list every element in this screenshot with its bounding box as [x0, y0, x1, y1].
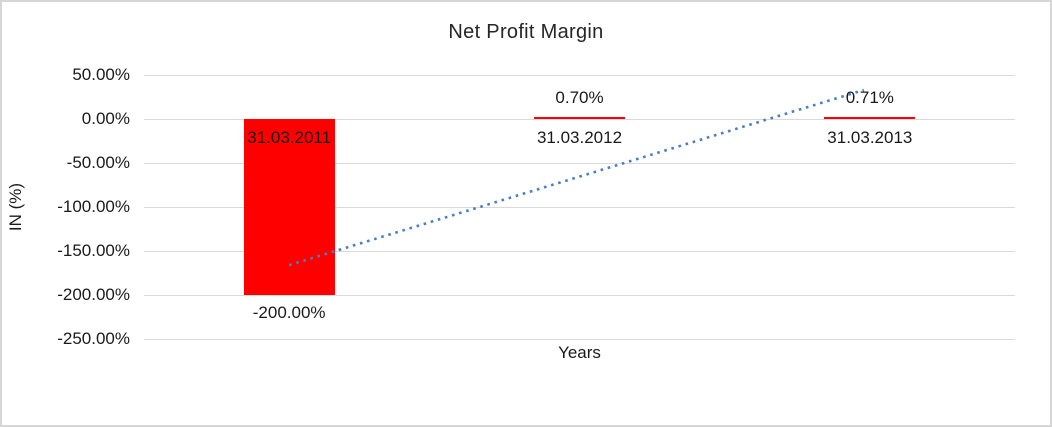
y-tick-label: -150.00%: [57, 241, 130, 260]
gridline: [144, 74, 1015, 76]
y-tick-label: -200.00%: [57, 285, 130, 304]
data-label: 0.71%: [845, 87, 894, 107]
category-label: 31.03.2012: [536, 128, 623, 147]
data-label: -200.00%: [252, 303, 326, 322]
y-tick-label: -250.00%: [57, 329, 130, 348]
chart-title: Net Profit Margin: [448, 21, 604, 43]
y-axis-title: IN (%): [6, 182, 25, 232]
y-tick-label: 50.00%: [72, 65, 130, 84]
y-tick-label: 0.00%: [81, 109, 130, 128]
gridline: [144, 294, 1015, 296]
bar-31.03.2012[interactable]: [534, 116, 625, 119]
category-label: 31.03.2011: [247, 128, 332, 147]
bar-31.03.2013[interactable]: [824, 116, 916, 119]
y-tick-label: -100.00%: [57, 197, 130, 216]
category-label: 31.03.2013: [827, 128, 913, 147]
y-tick-label: -50.00%: [66, 153, 130, 172]
data-label: 0.70%: [555, 87, 604, 107]
gridline: [144, 338, 1015, 340]
x-axis-title: Years: [558, 343, 601, 362]
